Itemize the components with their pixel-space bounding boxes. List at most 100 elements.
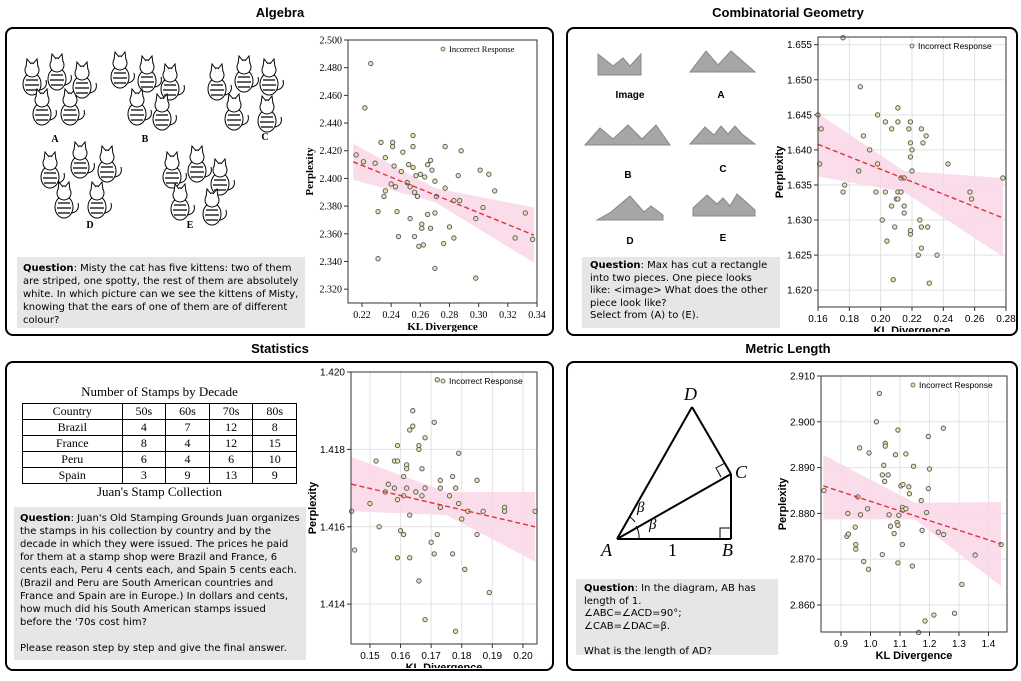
option-label-c: C (261, 132, 269, 143)
table-cell: Brazil (22, 419, 123, 436)
data-point (907, 119, 914, 125)
y-axis-label: Perplexity (306, 147, 316, 196)
data-point (376, 524, 382, 530)
data-point (419, 493, 425, 499)
data-point (428, 539, 434, 545)
legend-marker (440, 378, 446, 384)
data-point (373, 458, 379, 464)
table-row: Spain 3 9 13 9 (22, 467, 297, 484)
data-point (368, 60, 374, 67)
data-point (887, 523, 894, 529)
panel-metric-length (566, 361, 1018, 671)
data-point (909, 168, 915, 174)
data-point (400, 531, 407, 538)
data-point (437, 504, 443, 511)
data-point (456, 450, 462, 456)
data-point (381, 193, 387, 200)
right-angle-c-icon (715, 462, 726, 478)
segment-dc (691, 406, 732, 475)
data-point (411, 189, 418, 195)
data-point (882, 478, 888, 484)
kittens-illustration (22, 51, 285, 226)
data-point (422, 174, 428, 180)
data-point (885, 472, 891, 478)
data-point (840, 35, 846, 41)
data-point (907, 140, 914, 146)
data-point (821, 487, 827, 494)
data-point (926, 466, 933, 472)
table-cell: 3 (121, 467, 167, 484)
data-point (907, 227, 914, 234)
scatter-chart-statistics: 0.15 0.16 0.17 0.18 0.19 0.20 1.414 1.416 1.418 1… (307, 368, 538, 668)
data-point (853, 541, 859, 548)
data-point (879, 217, 885, 223)
panel-combinatorial-geometry (566, 27, 1018, 336)
data-point (917, 217, 923, 223)
data-point (856, 168, 862, 174)
x-tick-label: 0.26 (965, 314, 985, 325)
x-tick-label: 1.1 (893, 639, 907, 650)
data-point (416, 578, 422, 584)
data-point (857, 512, 864, 518)
data-point (910, 463, 917, 469)
data-point (413, 173, 419, 179)
question-box-statistics: Question: Juan's Old Stamping Grounds Ju… (14, 507, 306, 660)
data-point (926, 280, 932, 286)
y-tick-label: 2.880 (790, 509, 815, 520)
data-point (852, 524, 858, 530)
option-label-b: B (141, 134, 149, 145)
question-text: : Max has cut a rectangle into two piece… (590, 260, 768, 309)
data-point (818, 126, 824, 132)
data-point (432, 265, 438, 272)
x-tick-label: 0.22 (902, 314, 922, 325)
x-tick-label: 0.20 (871, 314, 891, 325)
data-point (382, 188, 388, 194)
data-point (392, 184, 399, 190)
option-label-e: E (719, 233, 727, 244)
data-point (909, 147, 915, 153)
x-axis-label: KL Divergence (406, 662, 483, 668)
data-point (372, 160, 378, 166)
data-point (395, 233, 402, 240)
x-tick-label: 0.30 (470, 310, 488, 321)
confidence-band (351, 457, 536, 562)
segment-ac (616, 473, 732, 540)
shape-image (597, 52, 642, 76)
data-point (407, 512, 413, 518)
x-axis-label: KL Divergence (407, 321, 478, 332)
data-point (473, 215, 479, 222)
data-point (432, 210, 438, 216)
y-tick-label: 2.860 (790, 600, 815, 611)
x-tick-label: 0.18 (452, 651, 472, 662)
data-point (512, 235, 518, 241)
legend-label: Incorrect Response (449, 44, 515, 54)
x-tick-label: 0.34 (528, 310, 546, 321)
data-point (389, 143, 396, 150)
x-tick-label: 0.22 (353, 310, 371, 321)
data-point (446, 224, 453, 230)
data-point (879, 551, 885, 558)
angle-label-dac: β (637, 500, 645, 516)
fit-line (817, 143, 1004, 219)
data-point (449, 473, 456, 480)
label-image: Image (615, 90, 645, 101)
data-point (901, 203, 907, 209)
data-point (890, 276, 896, 283)
data-point (474, 531, 480, 538)
question-conditions: ∠ABC=∠ACD=90°; ∠CAB=∠DAC=β. (584, 608, 682, 632)
data-point (382, 155, 388, 161)
x-tick-label: 0.15 (360, 651, 380, 662)
y-tick-label: 2.340 (320, 257, 343, 268)
data-point (406, 161, 412, 168)
data-point (431, 419, 437, 425)
data-point (474, 477, 480, 483)
x-tick-label: 0.18 (840, 314, 860, 325)
data-point (873, 419, 880, 425)
data-point (967, 189, 973, 195)
panel-algebra (5, 27, 554, 336)
data-point (429, 167, 435, 173)
data-point (427, 225, 434, 231)
data-point (879, 472, 885, 478)
data-point (394, 458, 401, 464)
x-tick-label: 1.3 (952, 639, 966, 650)
